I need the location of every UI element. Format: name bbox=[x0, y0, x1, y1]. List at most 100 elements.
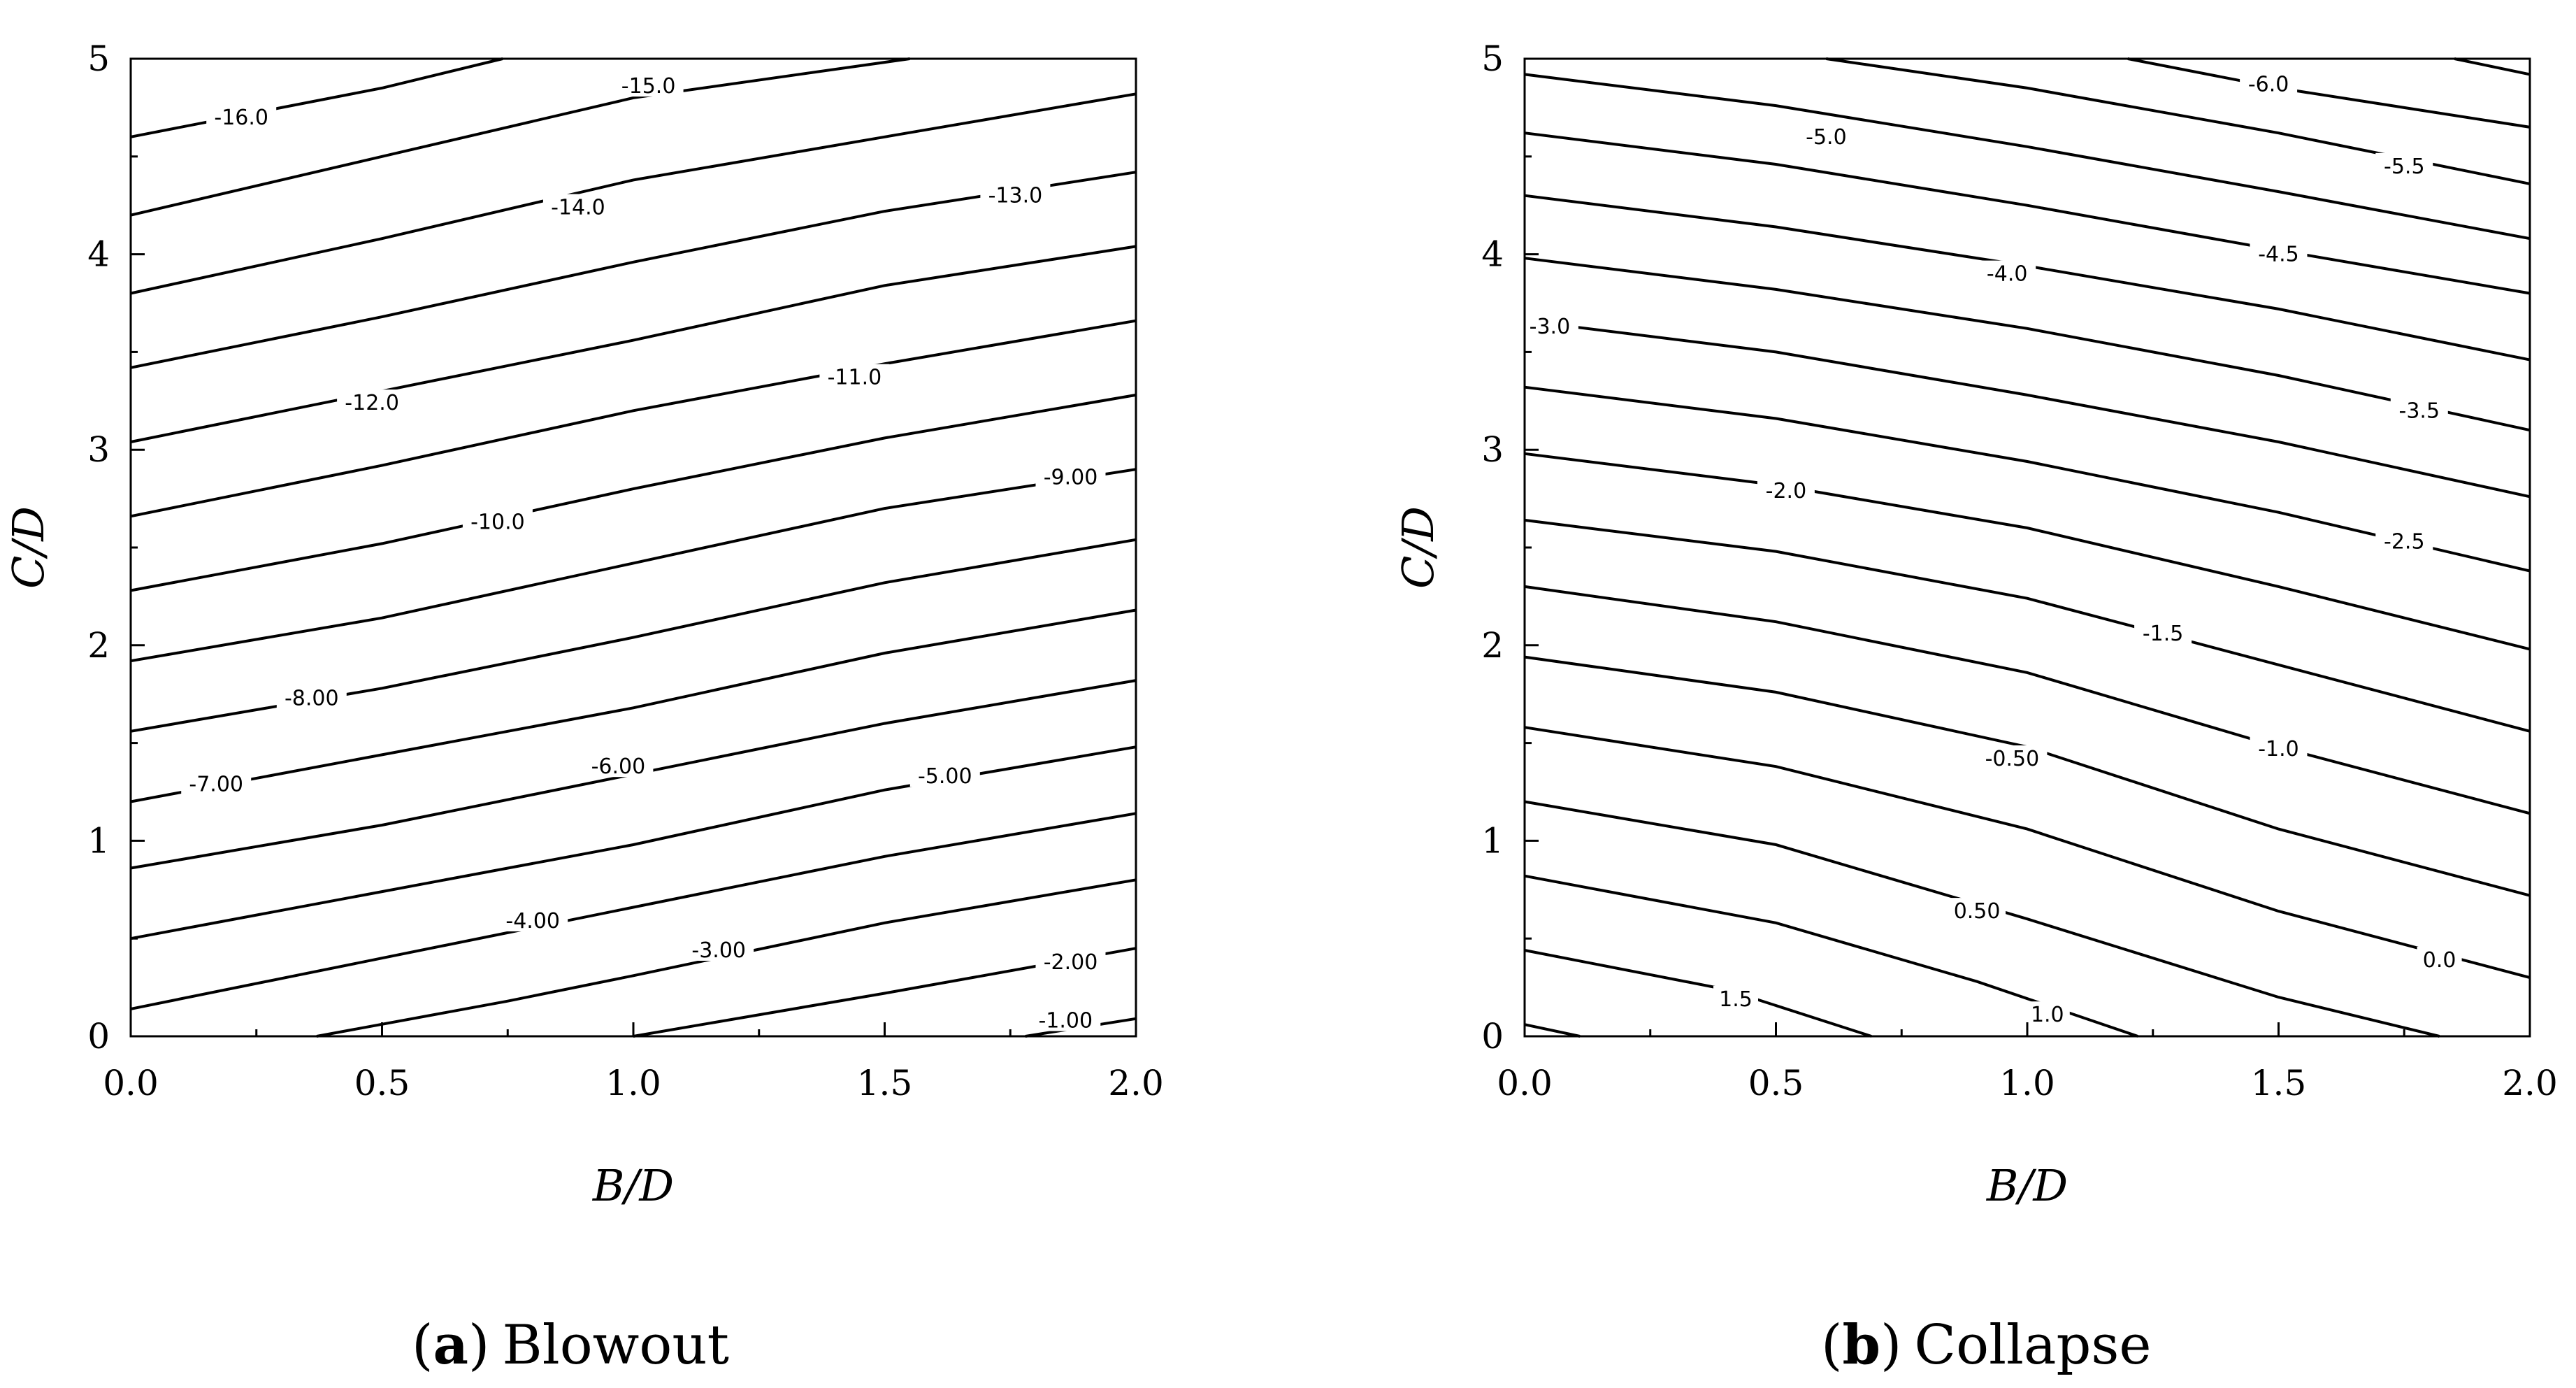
contour-line bbox=[130, 468, 1137, 663]
x-axis-title: B/D bbox=[1986, 1160, 2068, 1211]
x-tick-label: 1.5 bbox=[857, 1063, 913, 1103]
contour-line bbox=[130, 393, 1137, 592]
contour-label: 0.0 bbox=[2423, 948, 2456, 973]
contour-line bbox=[130, 57, 910, 217]
contour-label: -4.00 bbox=[505, 909, 560, 933]
contour-line bbox=[316, 878, 1137, 1038]
contour-label: -5.5 bbox=[2384, 155, 2425, 179]
contour-label: -5.0 bbox=[1806, 125, 1847, 150]
contour-line bbox=[1524, 726, 2531, 980]
contour-label-bg bbox=[909, 763, 980, 787]
contour-label-bg bbox=[276, 685, 347, 709]
contour-label: -6.0 bbox=[2248, 72, 2289, 96]
y-tick-label: 5 bbox=[87, 38, 110, 79]
contour-label-bg bbox=[1030, 1007, 1101, 1031]
contour-lines-collapse bbox=[1524, 57, 2531, 1038]
contour-label: -2.00 bbox=[1044, 950, 1098, 975]
contour-label: -0.50 bbox=[1985, 747, 2040, 771]
contour-label: -3.5 bbox=[2399, 399, 2440, 423]
contour-label-bg bbox=[462, 508, 533, 533]
contour-label-bg bbox=[542, 194, 613, 218]
caption-blowout: (a) Blowout bbox=[412, 1313, 729, 1377]
contour-label-bg bbox=[2375, 152, 2433, 177]
contour-label: -2.5 bbox=[2384, 530, 2425, 555]
contour-label: -16.0 bbox=[214, 106, 268, 130]
x-tick-label: 2.0 bbox=[1108, 1063, 1164, 1103]
contour-line bbox=[1524, 319, 2531, 499]
contour-label-bg bbox=[1797, 123, 1855, 148]
contour-line bbox=[130, 245, 1137, 443]
y-tick-label: 2 bbox=[1481, 625, 1504, 666]
contour-label: -6.00 bbox=[591, 754, 646, 779]
contour-label-bg bbox=[583, 753, 654, 778]
contour-line bbox=[130, 92, 1137, 295]
contour-label: -15.0 bbox=[621, 74, 676, 99]
contour-label-bg bbox=[1035, 464, 1106, 488]
x-tick-label: 1.5 bbox=[2251, 1063, 2307, 1103]
contour-line bbox=[1524, 585, 2531, 815]
y-tick-label: 2 bbox=[87, 625, 110, 666]
contour-label-bg bbox=[613, 73, 684, 97]
contour-line bbox=[130, 171, 1137, 369]
contour-label-bg bbox=[206, 103, 277, 128]
contour-label-bg bbox=[684, 937, 754, 961]
y-tick-label: 5 bbox=[1481, 38, 1504, 79]
caption-collapse: (b) Collapse bbox=[1821, 1313, 2152, 1377]
contour-line bbox=[1524, 73, 2531, 241]
x-tick-label: 1.0 bbox=[1999, 1063, 2055, 1103]
y-tick-label: 4 bbox=[1481, 234, 1504, 275]
contour-label: 1.5 bbox=[1719, 987, 1753, 1012]
contour-label: -4.0 bbox=[1987, 262, 2028, 287]
contour-label-bg bbox=[181, 771, 252, 795]
contour-label-bg bbox=[2375, 528, 2433, 552]
contour-line bbox=[130, 319, 1137, 518]
x-tick-label: 1.0 bbox=[605, 1063, 661, 1103]
contour-label-bg bbox=[2250, 241, 2308, 265]
contour-label: 1.0 bbox=[2031, 1003, 2064, 1027]
contour-label-bg bbox=[1035, 948, 1106, 973]
x-tick-label: 2.0 bbox=[2502, 1063, 2558, 1103]
contour-label: -2.0 bbox=[1766, 479, 1807, 503]
contour-label-bg bbox=[819, 364, 890, 388]
contour-label-bg bbox=[1757, 477, 1815, 501]
x-tick-label: 0.5 bbox=[354, 1063, 410, 1103]
contour-label: -9.00 bbox=[1044, 465, 1098, 489]
contour-label: -3.00 bbox=[691, 938, 746, 963]
axis-ticks-collapse: 0.0 0.5 1.0 1.5 2.0 0 1 2 3 4 5 bbox=[1481, 38, 2558, 1103]
contour-label-bg bbox=[2024, 1001, 2070, 1026]
contour-label: -1.00 bbox=[1038, 1009, 1093, 1033]
contour-label: -1.5 bbox=[2143, 622, 2184, 646]
contour-label-bg bbox=[498, 908, 568, 931]
contour-label: -14.0 bbox=[551, 196, 605, 220]
contour-line bbox=[130, 608, 1137, 803]
contour-line bbox=[1524, 949, 1872, 1038]
contour-line bbox=[130, 57, 503, 138]
y-tick-label: 1 bbox=[1481, 820, 1504, 861]
contour-line bbox=[1524, 452, 2531, 651]
contour-label-bg bbox=[1977, 745, 2048, 769]
contour-label-bg bbox=[1520, 313, 1578, 338]
axis-ticks-blowout: 0.0 0.5 1.0 1.5 2.0 0 1 2 3 4 5 bbox=[87, 38, 1164, 1103]
y-tick-label: 0 bbox=[87, 1016, 110, 1057]
contour-label-bg bbox=[980, 182, 1051, 206]
contour-line bbox=[1524, 800, 2440, 1038]
y-tick-label: 3 bbox=[1481, 429, 1504, 470]
contour-label-bg bbox=[2250, 736, 2308, 759]
contour-label: -1.0 bbox=[2258, 737, 2299, 761]
contour-label: -5.00 bbox=[918, 764, 972, 789]
y-tick-label: 0 bbox=[1481, 1016, 1504, 1057]
y-tick-label: 1 bbox=[87, 820, 110, 861]
contour-label-bg bbox=[2134, 620, 2192, 644]
contour-labels-blowout: -16.0 -15.0 -14.0 -13.0 -12.0 -11.0 -10.0 -9.00… bbox=[181, 73, 1106, 1033]
contour-label: -3.0 bbox=[1530, 315, 1571, 339]
x-tick-label: 0.5 bbox=[1748, 1063, 1804, 1103]
contour-labels-collapse: -6.0 -5.0 -5.5 -4.5 -4.0 -3.0 -3.5 -2.0 -2.5 -1.5… bbox=[1520, 71, 2462, 1027]
contour-line bbox=[1524, 1023, 1581, 1038]
y-tick-label: 4 bbox=[87, 234, 110, 275]
contour-lines-blowout bbox=[130, 57, 1137, 1038]
y-axis-title: C/D bbox=[1393, 506, 1444, 589]
contour-line bbox=[1524, 518, 2531, 733]
contour-label: -12.0 bbox=[345, 391, 399, 415]
contour-line bbox=[1524, 257, 2531, 432]
